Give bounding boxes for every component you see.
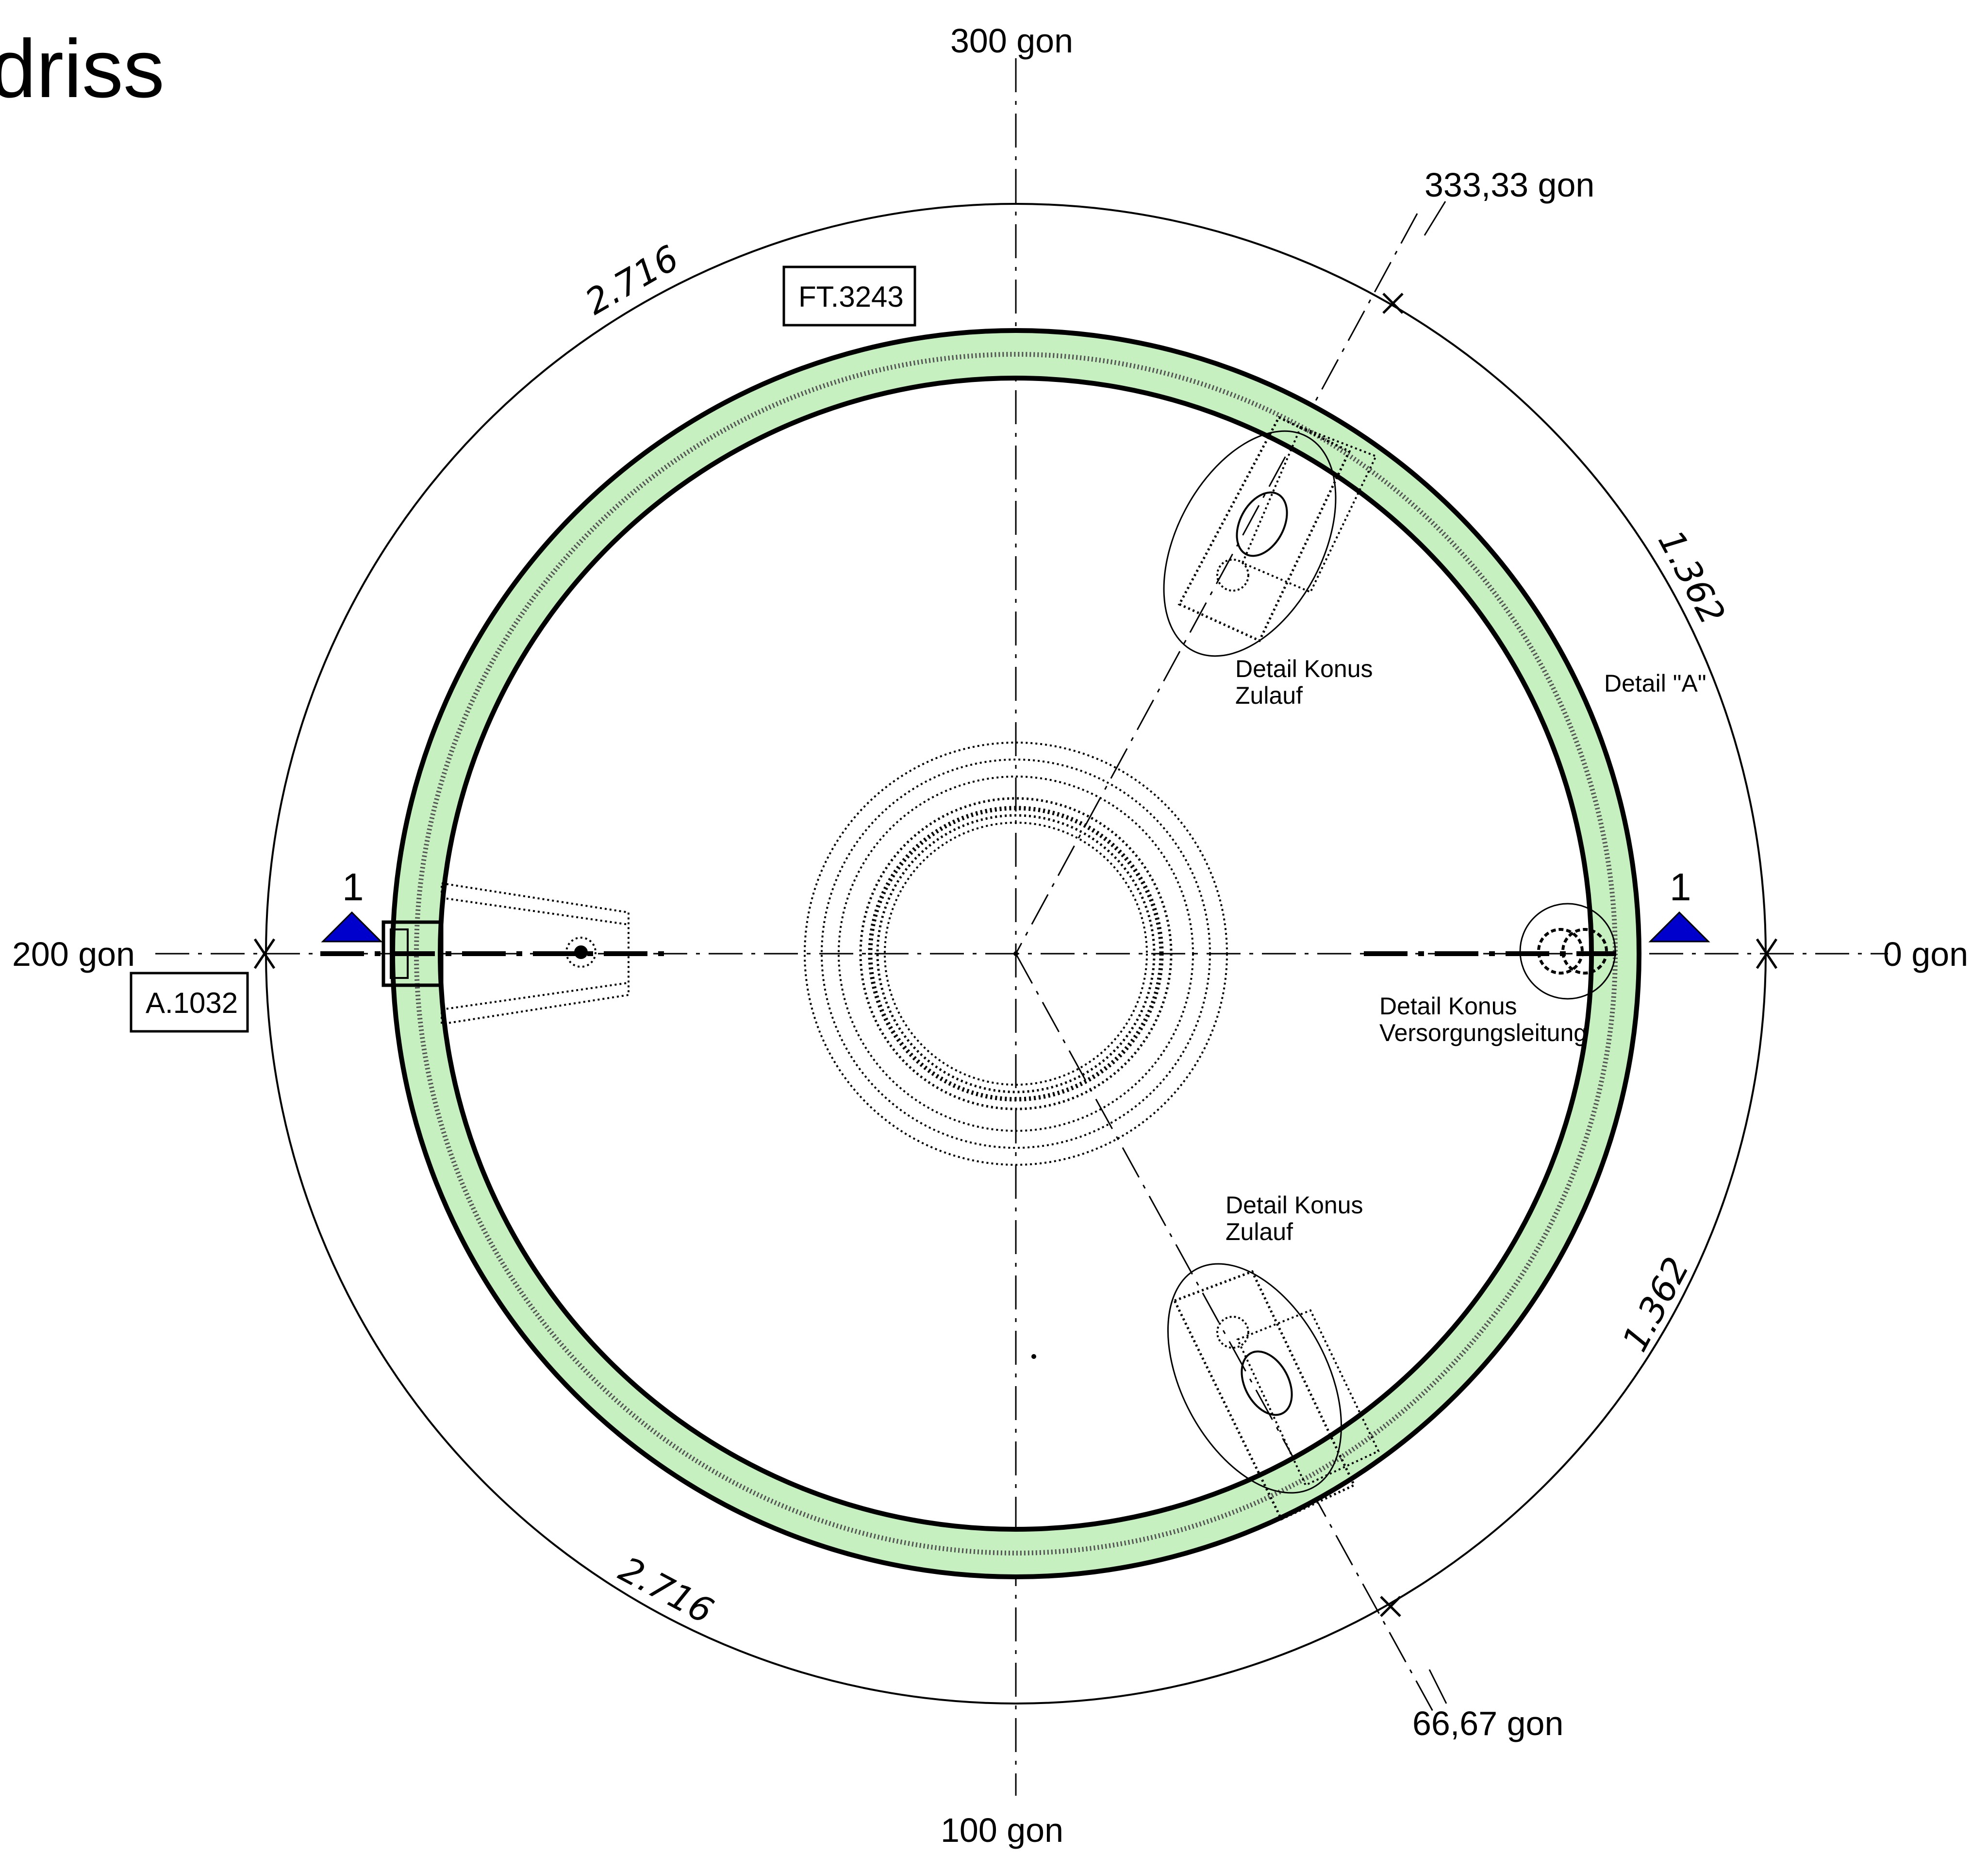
detail-lower-line1: Detail Konus	[1226, 1191, 1363, 1219]
tag-box-left	[130, 972, 249, 1033]
tag-left: A.1032	[146, 987, 238, 1019]
detail-a-label: Detail "A"	[1604, 670, 1706, 697]
center-dotted-circles	[804, 742, 1228, 1166]
detail-upper-line1: Detail Konus	[1235, 655, 1373, 682]
center-point	[1013, 951, 1018, 956]
dim-upper-right: 1.362	[1650, 524, 1733, 631]
angle-label-upper-right: 333,33 gon	[1425, 166, 1594, 204]
tag-box-upper	[782, 265, 916, 327]
axis-333-line	[1015, 213, 1418, 954]
detail-upper-line2: Zulauf	[1235, 682, 1303, 709]
detail-supply-line1: Detail Konus	[1379, 993, 1517, 1020]
left-inlet	[381, 882, 630, 1026]
drawing-title: driss	[0, 23, 165, 115]
section-mark-right: 1	[1670, 865, 1691, 909]
angle-label-bottom: 100 gon	[941, 1811, 1063, 1849]
upper-zulauf-cone	[1163, 415, 1377, 657]
angle-label-top: 300 gon	[950, 22, 1073, 60]
leader-lower-right	[1428, 1669, 1447, 1704]
dim-lower-right: 1.362	[1614, 1251, 1697, 1358]
tag-upper: FT.3243	[798, 281, 904, 313]
dim-lower-left: 2.716	[613, 1549, 720, 1632]
leader-upper-right	[1424, 201, 1446, 236]
detail-supply-line2: Versorgungsleitung	[1379, 1019, 1587, 1046]
outer-circle-ticks	[253, 293, 1778, 1617]
angle-label-left: 200 gon	[12, 935, 135, 973]
lower-zulauf-cone	[1167, 1263, 1380, 1521]
axis-66-line	[1015, 953, 1438, 1719]
detail-lower-line2: Zulauf	[1226, 1218, 1293, 1245]
section-mark-left: 1	[342, 865, 364, 909]
angle-label-right: 0 gon	[1883, 935, 1968, 973]
stray-dot	[1031, 1354, 1036, 1359]
section-marker-right-icon	[1648, 911, 1710, 943]
section-marker-left-icon	[321, 911, 383, 943]
angle-label-lower-right: 66,67 gon	[1412, 1704, 1563, 1742]
